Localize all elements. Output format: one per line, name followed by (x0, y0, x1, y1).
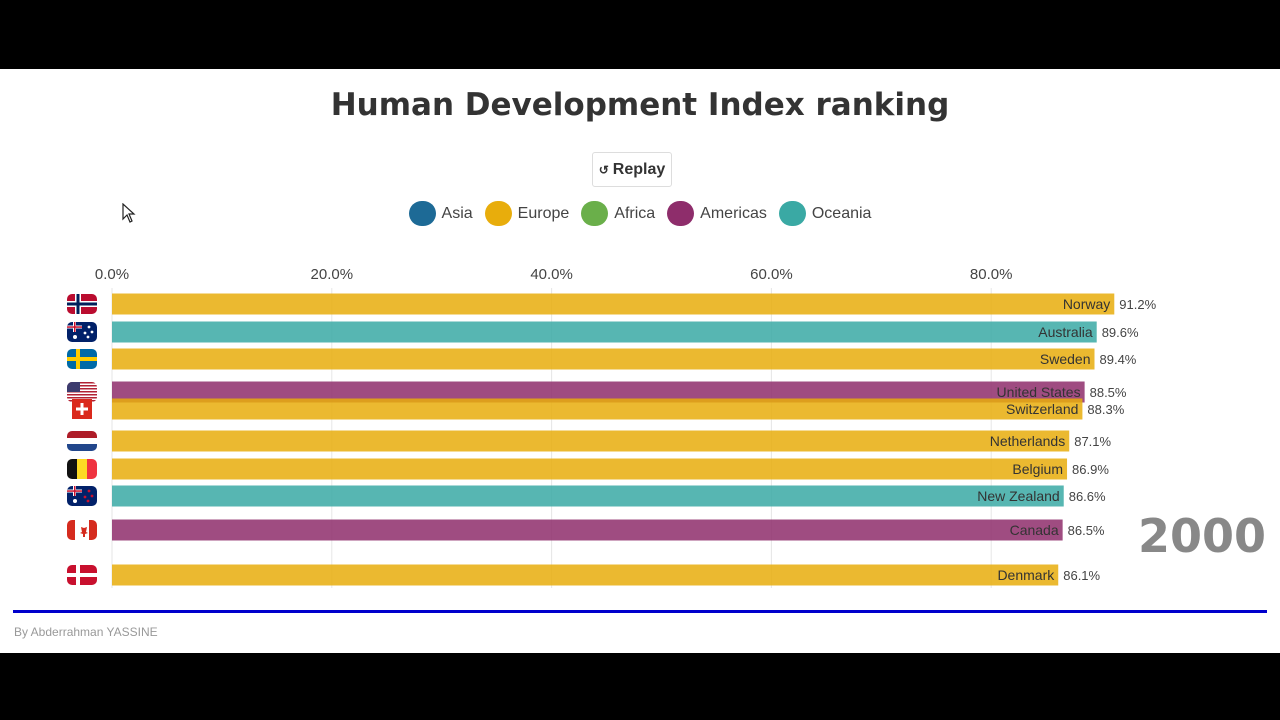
legend-label: Africa (614, 204, 656, 222)
replay-button[interactable]: ↺ Replay (592, 152, 672, 187)
australia-flag-icon (67, 322, 97, 342)
norway-flag-icon (67, 294, 97, 314)
bar-row: Canada 86.5% (67, 519, 1105, 541)
bar-value-label: 86.9% (1072, 462, 1109, 477)
legend-label: Asia (441, 204, 473, 222)
bar-label: Australia (1038, 324, 1093, 340)
bar-row: Denmark 86.1% (67, 564, 1101, 586)
legend-swatch (484, 201, 512, 226)
bar-label: Sweden (1040, 351, 1091, 367)
bar-row: New Zealand 86.6% (67, 485, 1106, 507)
bar (112, 348, 1095, 370)
bar (112, 398, 1083, 420)
switzerland-flag-icon (72, 399, 92, 419)
bar (112, 293, 1115, 315)
divider (13, 610, 1267, 613)
bar-value-label: 88.5% (1090, 385, 1127, 400)
new-zealand-flag-icon (67, 486, 97, 506)
netherlands-flag-icon (67, 431, 97, 451)
bar-row: Netherlands 87.1% (67, 430, 1112, 452)
bar-row: Australia 89.6% (67, 321, 1139, 343)
legend-item-oceania[interactable]: Oceania (778, 201, 872, 226)
legend-item-asia[interactable]: Asia (408, 201, 473, 226)
x-tick-label: 80.0% (970, 266, 1013, 283)
belgium-flag-icon (67, 459, 97, 479)
bar-label: Netherlands (990, 433, 1066, 449)
x-tick-label: 40.0% (530, 266, 573, 283)
denmark-flag-icon (67, 565, 97, 585)
bar-row: Norway 91.2% (67, 293, 1157, 315)
bar-label: Norway (1063, 296, 1110, 312)
year-label: 2000 (1137, 509, 1266, 563)
bar-label: Switzerland (1006, 401, 1078, 417)
legend: Asia Europe Africa Americas Oceania (0, 201, 1280, 226)
bar-label: New Zealand (977, 488, 1060, 504)
bar-value-label: 91.2% (1119, 297, 1156, 312)
bar (112, 564, 1059, 586)
replay-label: Replay (612, 160, 666, 178)
bar-chart: 0.0% 20.0% 40.0% 60.0% 80.0% Norway 91.2% Austr… (67, 266, 1157, 588)
bar-value-label: 86.6% (1069, 489, 1106, 504)
legend-swatch (408, 201, 436, 226)
bar-value-label: 89.4% (1100, 352, 1137, 367)
bar (112, 458, 1068, 480)
canada-flag-icon (67, 520, 97, 540)
credit-text: By Abderrahman YASSINE (14, 625, 158, 639)
bar-value-label: 87.1% (1074, 434, 1111, 449)
legend-swatch (581, 201, 609, 226)
bar-row: Switzerland 88.3% (72, 398, 1125, 420)
legend-item-americas[interactable]: Americas (667, 201, 767, 226)
bar (112, 381, 1085, 403)
chart-title: Human Development Index ranking (330, 87, 950, 123)
sweden-flag-icon (67, 349, 97, 369)
replay-icon: ↺ (598, 162, 609, 177)
legend-swatch (778, 201, 806, 226)
legend-swatch (667, 201, 695, 226)
bar (112, 485, 1064, 507)
chart-frame: Human Development Index ranking ↺ Replay… (0, 69, 1280, 653)
legend-item-africa[interactable]: Africa (581, 201, 655, 226)
bar-row: Sweden 89.4% (67, 348, 1137, 370)
mouse-cursor-icon (122, 203, 136, 223)
bar-row: Belgium 86.9% (67, 458, 1109, 480)
bar (112, 430, 1070, 452)
bar (112, 321, 1097, 343)
x-tick-label: 20.0% (311, 266, 354, 283)
legend-label: Europe (517, 204, 570, 222)
bar-value-label: 88.3% (1087, 402, 1124, 417)
legend-label: Oceania (811, 204, 872, 222)
bar-label: Belgium (1012, 461, 1063, 477)
bar-value-label: 89.6% (1102, 325, 1139, 340)
x-tick-label: 0.0% (95, 266, 129, 283)
bar-value-label: 86.5% (1068, 523, 1105, 538)
bar-label: Denmark (997, 567, 1055, 583)
legend-label: Americas (700, 204, 767, 222)
bar-value-label: 86.1% (1063, 568, 1100, 583)
bar-label: Canada (1010, 522, 1059, 538)
bar-label: United States (997, 384, 1081, 400)
legend-item-europe[interactable]: Europe (484, 201, 570, 226)
x-tick-label: 60.0% (750, 266, 793, 283)
bar (112, 519, 1063, 541)
